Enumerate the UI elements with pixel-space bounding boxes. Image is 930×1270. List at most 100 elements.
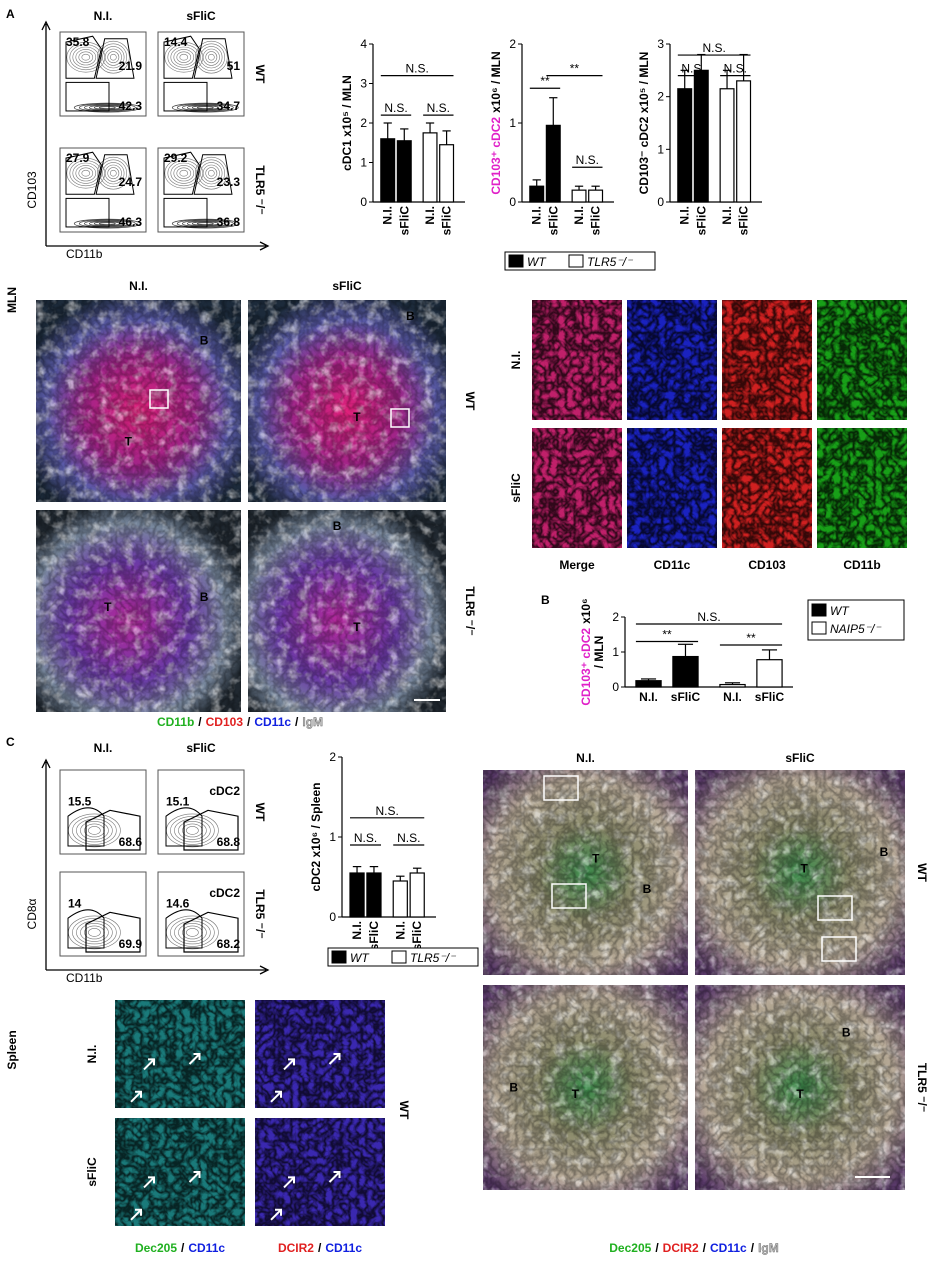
flow-contours [68, 813, 121, 848]
contour [170, 46, 198, 68]
contour [164, 157, 204, 189]
contour [179, 53, 189, 61]
y-tick-label: 1 [657, 142, 664, 156]
legend-swatch [508, 254, 524, 268]
region-label: B [200, 333, 209, 347]
text-part: / [751, 1241, 755, 1255]
y-tick-label: 2 [612, 610, 619, 624]
significance-label: ** [746, 631, 756, 645]
contour [197, 43, 226, 71]
contour [174, 920, 211, 945]
contour [81, 169, 91, 177]
y-axis-label: / MLN [592, 636, 606, 669]
text-part: / [655, 1241, 659, 1255]
micrograph-texture [255, 1118, 385, 1226]
y-tick-label: 1 [509, 116, 516, 130]
x-tick-label: sFliC [755, 690, 785, 704]
gate [65, 81, 110, 112]
gate [85, 809, 141, 851]
row-label: WT [915, 863, 929, 882]
legend-label: TLR5⁻/⁻ [410, 951, 457, 965]
micrograph-texture [36, 300, 241, 502]
arrow [270, 1090, 282, 1103]
gate-value: 68.8 [217, 835, 241, 849]
legend-swatch [391, 950, 407, 964]
gate [65, 35, 102, 79]
contour [98, 106, 116, 109]
x-tick-label: N.I. [572, 206, 586, 225]
gate [85, 911, 141, 953]
y-tick-label: 3 [360, 77, 367, 91]
legend-label: TLR5⁻/⁻ [587, 255, 634, 269]
bar [422, 132, 438, 203]
contour [107, 167, 120, 180]
significance-label: N.S. [576, 153, 599, 167]
contour [72, 816, 117, 845]
significance-label: ** [570, 62, 580, 76]
region-label: T [592, 851, 600, 865]
contour [205, 51, 218, 64]
contour [80, 923, 109, 942]
contour [78, 51, 94, 63]
text-part: CD103 [206, 715, 244, 729]
gate-value: 15.1 [166, 794, 190, 808]
row-label: N.I. [85, 1045, 99, 1064]
contour [102, 162, 125, 185]
y-axis-label: cDC2 x10⁶ / Spleen [309, 783, 323, 892]
contour [93, 221, 121, 226]
text-part: CD11c [325, 1241, 362, 1255]
gate-value: 29.2 [164, 151, 188, 165]
y-tick-label: 4 [360, 37, 367, 51]
micrograph-texture [532, 300, 622, 420]
gate-value: 14.6 [166, 896, 190, 910]
row-label: WT [253, 65, 267, 84]
gate [163, 35, 200, 79]
contour [164, 41, 204, 73]
gate-value: 34.7 [217, 99, 241, 113]
bar [392, 880, 408, 918]
gate-value: 36.8 [217, 215, 241, 229]
x-tick-label: N.I. [723, 690, 742, 704]
gate [163, 197, 208, 228]
contour [170, 918, 215, 947]
contour [110, 169, 117, 177]
flow-contours [66, 40, 141, 113]
gate-value: 69.9 [119, 937, 143, 951]
micrograph-texture [248, 510, 446, 712]
bar [571, 189, 587, 203]
x-tick-label: N.I. [423, 206, 437, 225]
micrograph-texture [115, 1118, 245, 1226]
gate-value: 42.3 [119, 99, 143, 113]
contour [167, 44, 201, 71]
contour [178, 923, 207, 942]
text-part: CD11c [710, 1241, 747, 1255]
region-label: T [353, 410, 361, 424]
x-tick-label: N.I. [678, 206, 692, 225]
gate-value: 51 [227, 59, 241, 73]
legend-label: WT [350, 951, 370, 965]
text-part: cDC2 x10⁶ / Spleen [309, 783, 323, 892]
contour [72, 46, 100, 68]
y-tick-label: 0 [612, 680, 619, 694]
contour [200, 46, 223, 69]
column-header: N.I. [129, 279, 148, 293]
contour [104, 48, 122, 66]
micrograph-texture [817, 300, 907, 420]
y-tick-label: 1 [612, 645, 619, 659]
micrograph-texture [36, 510, 241, 712]
column-label: Merge [559, 558, 595, 572]
contour [99, 43, 128, 71]
gate-value: 68.6 [119, 835, 143, 849]
contour [202, 164, 220, 182]
text-part: CD11b [157, 715, 194, 729]
axis-label: CD103 [25, 171, 39, 209]
contour [104, 164, 122, 182]
region-label: B [643, 882, 652, 896]
region-label: B [406, 309, 415, 323]
gate-name: cDC2 [209, 784, 240, 798]
micrograph-texture [627, 428, 717, 548]
gate [163, 151, 200, 195]
bar [756, 659, 783, 688]
region-label: T [104, 600, 112, 614]
micrograph-texture [532, 428, 622, 548]
